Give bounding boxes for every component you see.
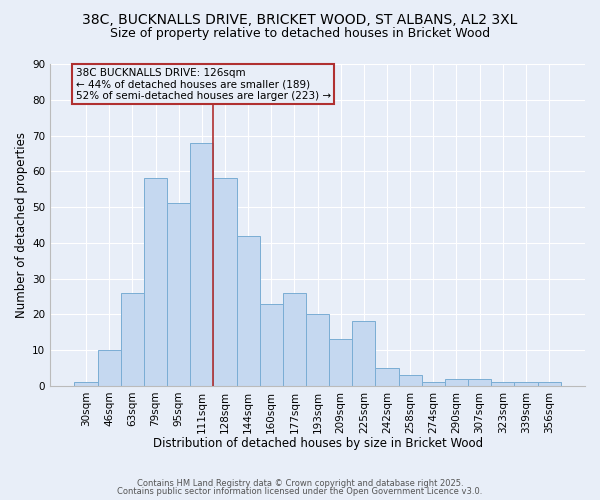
Bar <box>538 382 560 386</box>
Bar <box>329 340 352 386</box>
Bar <box>445 378 468 386</box>
Bar <box>514 382 538 386</box>
Text: Contains public sector information licensed under the Open Government Licence v3: Contains public sector information licen… <box>118 487 482 496</box>
X-axis label: Distribution of detached houses by size in Bricket Wood: Distribution of detached houses by size … <box>152 437 482 450</box>
Text: 38C, BUCKNALLS DRIVE, BRICKET WOOD, ST ALBANS, AL2 3XL: 38C, BUCKNALLS DRIVE, BRICKET WOOD, ST A… <box>82 12 518 26</box>
Bar <box>352 322 376 386</box>
Bar <box>422 382 445 386</box>
Bar <box>98 350 121 386</box>
Bar <box>144 178 167 386</box>
Bar <box>468 378 491 386</box>
Text: Size of property relative to detached houses in Bricket Wood: Size of property relative to detached ho… <box>110 28 490 40</box>
Bar <box>121 293 144 386</box>
Bar <box>306 314 329 386</box>
Text: 38C BUCKNALLS DRIVE: 126sqm
← 44% of detached houses are smaller (189)
52% of se: 38C BUCKNALLS DRIVE: 126sqm ← 44% of det… <box>76 68 331 101</box>
Bar <box>260 304 283 386</box>
Bar <box>74 382 98 386</box>
Y-axis label: Number of detached properties: Number of detached properties <box>15 132 28 318</box>
Bar <box>214 178 236 386</box>
Bar <box>491 382 514 386</box>
Bar <box>283 293 306 386</box>
Bar <box>190 142 214 386</box>
Bar <box>398 375 422 386</box>
Bar <box>236 236 260 386</box>
Bar <box>167 204 190 386</box>
Text: Contains HM Land Registry data © Crown copyright and database right 2025.: Contains HM Land Registry data © Crown c… <box>137 478 463 488</box>
Bar <box>376 368 398 386</box>
